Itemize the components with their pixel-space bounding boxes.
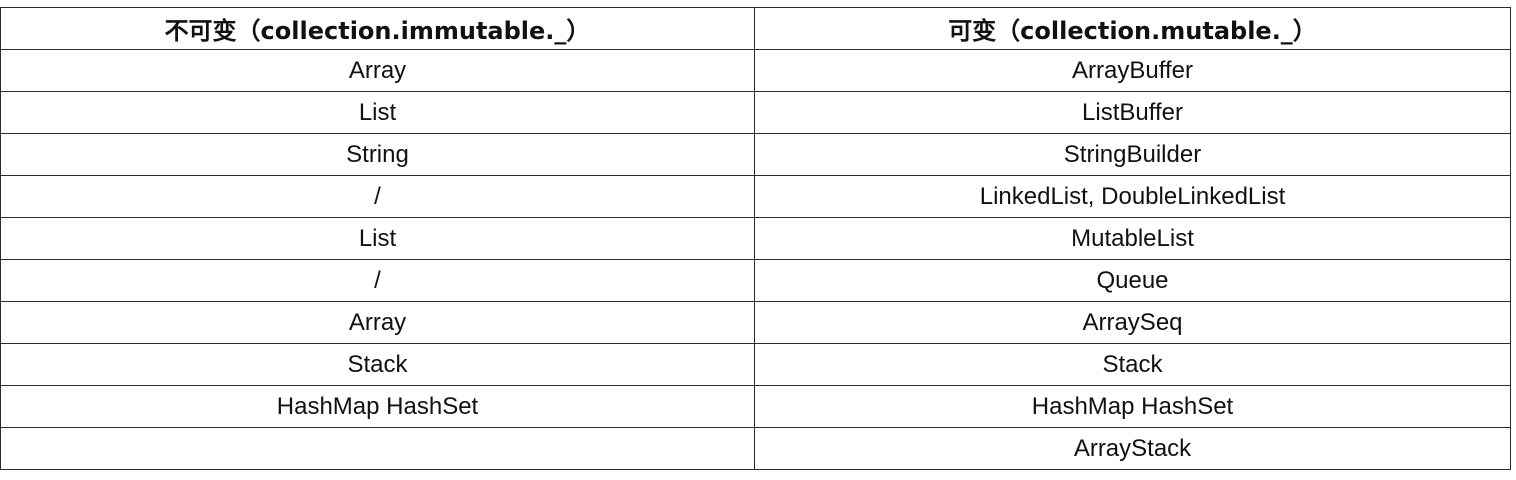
immutable-cell [0, 427, 755, 470]
immutable-cell: Array [0, 49, 755, 92]
mutable-cell: ArraySeq [754, 301, 1511, 344]
immutable-cell: / [0, 259, 755, 302]
immutable-cell: Stack [0, 343, 755, 386]
mutable-cell: ArrayStack [754, 427, 1511, 470]
table-row: Array ArrayBuffer [0, 49, 1511, 92]
table-row: Stack Stack [0, 343, 1511, 386]
table-row: / LinkedList, DoubleLinkedList [0, 175, 1511, 218]
immutable-cell: List [0, 217, 755, 260]
table-row: String StringBuilder [0, 133, 1511, 176]
immutable-cell: / [0, 175, 755, 218]
mutable-cell: StringBuilder [754, 133, 1511, 176]
collection-comparison-table: 不可变（collection.immutable._） 可变（collectio… [0, 7, 1511, 470]
immutable-cell: String [0, 133, 755, 176]
immutable-cell: Array [0, 301, 755, 344]
header-immutable: 不可变（collection.immutable._） [0, 7, 755, 50]
header-mutable: 可变（collection.mutable._） [754, 7, 1511, 50]
collection-comparison-table-container: 不可变（collection.immutable._） 可变（collectio… [0, 7, 1511, 470]
mutable-cell: Queue [754, 259, 1511, 302]
table-row: / Queue [0, 259, 1511, 302]
immutable-cell: HashMap HashSet [0, 385, 755, 428]
table-row: List MutableList [0, 217, 1511, 260]
table-row: ArrayStack [0, 427, 1511, 470]
mutable-cell: ListBuffer [754, 91, 1511, 134]
immutable-cell: List [0, 91, 755, 134]
mutable-cell: Stack [754, 343, 1511, 386]
mutable-cell: LinkedList, DoubleLinkedList [754, 175, 1511, 218]
mutable-cell: ArrayBuffer [754, 49, 1511, 92]
table-header-row: 不可变（collection.immutable._） 可变（collectio… [0, 7, 1511, 50]
table-row: Array ArraySeq [0, 301, 1511, 344]
table-row: HashMap HashSet HashMap HashSet [0, 385, 1511, 428]
mutable-cell: MutableList [754, 217, 1511, 260]
mutable-cell: HashMap HashSet [754, 385, 1511, 428]
table-row: List ListBuffer [0, 91, 1511, 134]
